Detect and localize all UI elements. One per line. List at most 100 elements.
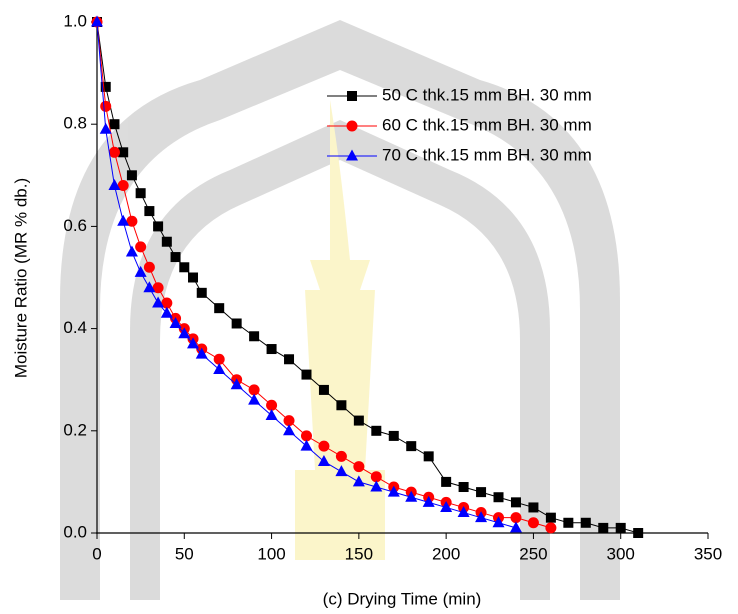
marker [134, 265, 147, 277]
marker [213, 362, 226, 374]
marker [126, 170, 137, 181]
marker [336, 400, 347, 411]
marker [179, 262, 190, 273]
marker [580, 517, 591, 528]
marker [152, 296, 165, 308]
marker [100, 81, 111, 92]
y-tick-label: 0.6 [63, 216, 87, 235]
marker [405, 490, 418, 502]
marker [370, 480, 383, 492]
marker [406, 441, 417, 452]
marker [335, 465, 348, 477]
marker [100, 100, 112, 112]
marker [510, 497, 521, 508]
marker [352, 475, 365, 487]
x-tick-label: 150 [345, 544, 373, 563]
marker [422, 495, 435, 507]
marker [371, 425, 382, 436]
marker [388, 430, 399, 441]
marker [318, 384, 329, 395]
marker [153, 221, 164, 232]
marker [108, 146, 120, 158]
marker [152, 282, 164, 294]
marker [458, 482, 469, 493]
marker [347, 91, 357, 101]
marker [284, 354, 295, 365]
marker [283, 424, 296, 436]
marker [318, 440, 330, 452]
marker [248, 393, 261, 405]
x-tick-label: 300 [607, 544, 635, 563]
marker [188, 272, 199, 283]
marker [346, 120, 358, 132]
marker [126, 215, 138, 227]
marker [598, 522, 609, 533]
marker [475, 511, 488, 523]
marker [117, 180, 129, 192]
marker [213, 353, 225, 365]
marker [144, 206, 155, 217]
marker [493, 492, 504, 503]
marker [230, 378, 243, 390]
marker [231, 318, 242, 329]
marker [266, 399, 278, 411]
marker [125, 245, 138, 257]
marker [135, 188, 146, 199]
marker [283, 415, 295, 427]
marker [170, 252, 181, 263]
y-tick-label: 0.8 [63, 114, 87, 133]
marker [248, 384, 260, 396]
marker [370, 471, 382, 483]
watermark [60, 20, 620, 600]
marker [441, 476, 452, 487]
marker [108, 179, 121, 191]
marker [528, 502, 539, 513]
x-tick-label: 50 [175, 544, 194, 563]
x-tick-label: 350 [694, 544, 722, 563]
marker [335, 450, 347, 462]
marker [476, 487, 487, 498]
marker [615, 522, 626, 533]
marker [265, 408, 278, 420]
marker [300, 430, 312, 442]
marker [510, 512, 522, 524]
marker [99, 122, 112, 134]
marker [196, 287, 207, 298]
marker [387, 485, 400, 497]
marker [118, 147, 129, 158]
marker [346, 149, 358, 161]
marker [317, 454, 330, 466]
marker [492, 516, 505, 528]
x-tick-label: 0 [92, 544, 101, 563]
marker [300, 439, 313, 451]
marker [545, 522, 557, 534]
marker [178, 327, 191, 339]
legend-label: 60 C thk.15 mm BH. 30 mm [382, 115, 592, 134]
marker [161, 297, 173, 309]
x-tick-label: 200 [432, 544, 460, 563]
y-tick-label: 0.0 [63, 522, 87, 541]
marker [109, 119, 120, 130]
marker [563, 517, 574, 528]
x-tick-label: 250 [519, 544, 547, 563]
marker [440, 500, 453, 512]
marker [423, 451, 434, 462]
marker [633, 528, 644, 538]
marker [143, 281, 156, 293]
marker [160, 306, 173, 318]
marker [457, 506, 470, 518]
x-axis-label: (c) Drying Time (min) [323, 589, 482, 608]
marker [353, 461, 365, 473]
marker [214, 303, 225, 314]
marker [527, 517, 539, 529]
marker [169, 316, 182, 328]
x-tick-label: 100 [257, 544, 285, 563]
marker [117, 214, 130, 226]
y-axis-label: Moisture Ratio (MR % db.) [11, 178, 30, 378]
y-tick-label: 0.4 [63, 318, 87, 337]
y-tick-label: 0.2 [63, 420, 87, 439]
legend-label: 50 C thk.15 mm BH. 30 mm [382, 85, 592, 104]
marker [135, 241, 147, 253]
legend-label: 70 C thk.15 mm BH. 30 mm [382, 145, 592, 164]
marker [161, 236, 172, 247]
